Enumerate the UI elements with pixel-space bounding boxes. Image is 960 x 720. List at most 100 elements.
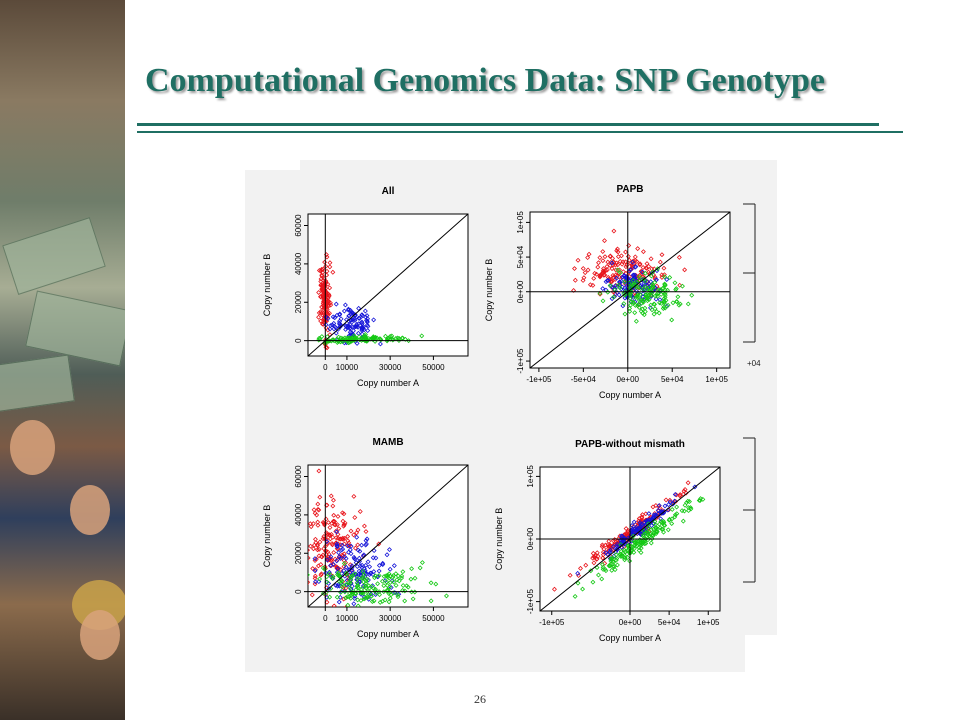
data-point <box>643 531 649 536</box>
data-point <box>343 564 349 570</box>
data-point <box>645 525 651 531</box>
data-point <box>308 543 314 549</box>
data-point <box>363 578 369 584</box>
data-point <box>390 573 396 579</box>
data-point <box>627 308 633 314</box>
data-point <box>669 506 675 512</box>
data-point <box>360 325 366 331</box>
data-point <box>363 562 369 568</box>
data-point <box>600 249 606 255</box>
data-point <box>600 286 606 292</box>
data-point <box>336 550 342 556</box>
data-point <box>609 260 615 266</box>
data-point <box>613 552 619 558</box>
data-point <box>332 522 338 528</box>
data-point <box>312 556 318 562</box>
data-point <box>617 285 623 291</box>
title-rule-thick <box>137 123 879 126</box>
data-point <box>352 515 358 520</box>
reference-line-diagonal <box>308 214 468 356</box>
data-point <box>341 308 347 314</box>
data-point <box>606 538 612 544</box>
data-point <box>650 530 656 536</box>
data-point <box>627 550 632 556</box>
data-point <box>383 333 388 339</box>
data-point <box>635 284 641 290</box>
data-point <box>680 518 686 524</box>
data-point <box>642 305 648 311</box>
data-point <box>347 580 353 586</box>
data-point <box>355 324 361 330</box>
data-point <box>661 265 667 271</box>
data-point <box>333 337 339 342</box>
data-point <box>335 513 341 519</box>
data-point <box>323 322 329 328</box>
data-point <box>635 292 641 298</box>
data-point <box>648 256 654 262</box>
data-point <box>362 308 368 314</box>
data-point <box>651 311 657 317</box>
data-point <box>638 542 644 548</box>
data-point <box>369 599 375 605</box>
data-point <box>344 325 350 331</box>
data-point <box>585 267 591 273</box>
data-point <box>361 596 367 602</box>
y-axis-label: Copy number B <box>262 505 272 568</box>
data-point <box>371 598 377 604</box>
data-point <box>645 290 651 296</box>
data-point <box>355 585 361 591</box>
data-point <box>640 532 646 538</box>
reference-line-layer <box>308 214 468 356</box>
data-point <box>332 324 338 330</box>
data-point <box>352 596 358 601</box>
data-point <box>373 573 378 579</box>
data-point <box>689 292 695 298</box>
data-point <box>386 599 392 605</box>
data-point <box>336 570 341 576</box>
data-point <box>357 548 363 554</box>
data-point <box>649 536 655 542</box>
data-point <box>688 505 693 511</box>
chart-title: MAMB <box>372 437 403 448</box>
data-point <box>330 519 336 525</box>
data-point <box>370 334 376 340</box>
data-point <box>594 550 600 556</box>
data-point <box>357 563 363 569</box>
scatter-panel-2: PAPB -1e+05 -5e+04 0e+00 5e+04 1e+05 -1e+05 0e+… <box>484 184 731 400</box>
data-point <box>348 528 354 534</box>
data-point <box>356 315 362 321</box>
data-point <box>641 312 647 318</box>
data-point <box>312 573 318 579</box>
data-point <box>619 261 625 267</box>
data-point <box>631 549 637 555</box>
data-point <box>602 254 608 260</box>
data-point <box>312 579 318 585</box>
data-point <box>354 340 360 346</box>
data-point <box>332 315 338 321</box>
data-point <box>396 578 402 584</box>
data-point <box>673 286 679 292</box>
data-point <box>639 540 645 546</box>
data-point <box>366 583 372 589</box>
data-point <box>580 266 586 271</box>
data-point <box>334 594 340 600</box>
data-point <box>316 468 322 474</box>
data-point <box>623 249 628 255</box>
data-point <box>633 318 639 324</box>
slide-title: Computational Genomics Data: SNP Genotyp… <box>145 62 825 99</box>
data-point <box>575 570 581 576</box>
data-point <box>341 523 347 529</box>
data-point <box>360 575 366 581</box>
data-point <box>386 584 392 590</box>
data-point <box>360 568 366 574</box>
data-point <box>594 271 600 277</box>
x-tick-label: 30000 <box>379 363 402 372</box>
data-point <box>317 576 323 582</box>
data-point <box>387 595 393 601</box>
data-point <box>654 292 660 298</box>
x-axis-label: Copy number A <box>599 390 661 400</box>
data-point <box>614 555 620 561</box>
data-point <box>599 542 605 548</box>
data-point <box>393 571 399 577</box>
data-point <box>325 302 331 308</box>
